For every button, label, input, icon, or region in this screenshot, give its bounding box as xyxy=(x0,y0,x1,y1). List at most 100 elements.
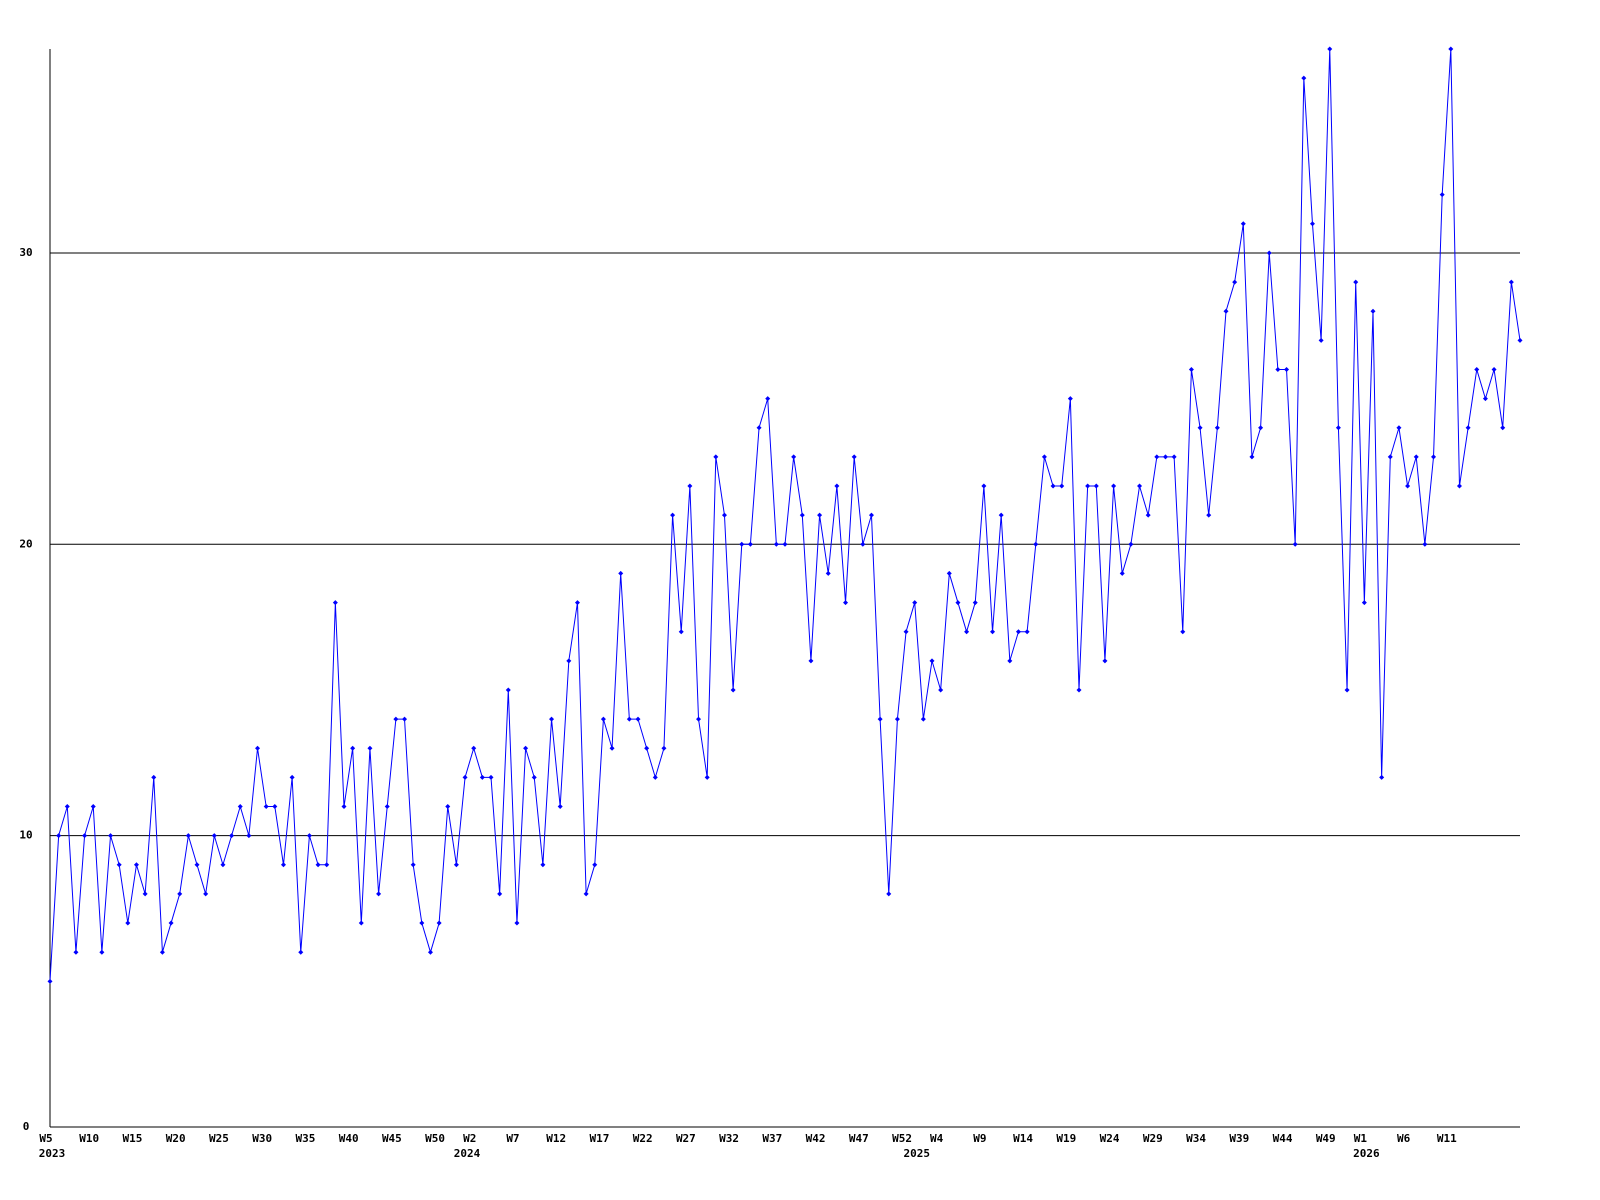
data-point xyxy=(1301,75,1307,81)
x-tick-label: W12 xyxy=(546,1132,566,1145)
data-point xyxy=(782,541,788,547)
data-point xyxy=(1249,454,1255,460)
data-point xyxy=(90,804,96,810)
data-point xyxy=(998,512,1004,518)
data-point xyxy=(1517,337,1523,343)
x-tick-label: W10 xyxy=(79,1132,99,1145)
data-point xyxy=(1413,454,1419,460)
data-point xyxy=(1015,629,1021,635)
data-point xyxy=(350,745,356,751)
data-point xyxy=(1292,541,1298,547)
x-tick-label: W27 xyxy=(676,1132,696,1145)
data-point xyxy=(82,833,88,839)
data-point xyxy=(1059,483,1065,489)
data-point xyxy=(306,833,312,839)
x-tick-label: W30 xyxy=(252,1132,272,1145)
data-point xyxy=(1275,366,1281,372)
data-point xyxy=(825,570,831,576)
data-point xyxy=(1137,483,1143,489)
data-point xyxy=(1258,425,1264,431)
data-point xyxy=(1206,512,1212,518)
data-point xyxy=(704,774,710,780)
x-tick-label: W6 xyxy=(1397,1132,1411,1145)
data-point xyxy=(125,920,131,926)
data-point xyxy=(1180,629,1186,635)
data-point xyxy=(747,541,753,547)
data-point xyxy=(1396,425,1402,431)
data-point xyxy=(981,483,987,489)
data-point xyxy=(670,512,676,518)
data-point xyxy=(410,862,416,868)
x-tick-label: W50 xyxy=(425,1132,445,1145)
data-point xyxy=(393,716,399,722)
data-point xyxy=(1353,279,1359,285)
data-point xyxy=(367,745,373,751)
data-point xyxy=(1240,221,1246,227)
data-point xyxy=(1422,541,1428,547)
y-tick-label: 0 xyxy=(23,1120,30,1133)
data-point xyxy=(1111,483,1117,489)
data-point xyxy=(47,978,53,984)
data-point xyxy=(1102,658,1108,664)
data-point xyxy=(229,833,235,839)
data-point xyxy=(574,600,580,606)
data-point xyxy=(851,454,857,460)
data-point xyxy=(298,949,304,955)
data-point xyxy=(453,862,459,868)
data-point xyxy=(177,891,183,897)
data-point xyxy=(540,862,546,868)
data-point xyxy=(1076,687,1082,693)
data-point xyxy=(263,804,269,810)
data-point xyxy=(427,949,433,955)
data-point xyxy=(1154,454,1160,460)
x-tick-label: W5 xyxy=(39,1132,52,1145)
data-point xyxy=(843,600,849,606)
data-point xyxy=(834,483,840,489)
data-point xyxy=(920,716,926,722)
data-point xyxy=(246,833,252,839)
x-tick-label: W25 xyxy=(209,1132,229,1145)
data-point xyxy=(687,483,693,489)
x-tick-label: W34 xyxy=(1186,1132,1206,1145)
data-point xyxy=(618,570,624,576)
data-point xyxy=(1145,512,1151,518)
data-point xyxy=(739,541,745,547)
x-year-label: 2023 xyxy=(39,1147,66,1160)
data-point xyxy=(280,862,286,868)
x-tick-label: W47 xyxy=(849,1132,869,1145)
data-point xyxy=(791,454,797,460)
data-point xyxy=(1041,454,1047,460)
data-point xyxy=(557,804,563,810)
data-point xyxy=(1500,425,1506,431)
data-point xyxy=(289,774,295,780)
data-point xyxy=(549,716,555,722)
x-tick-label: W20 xyxy=(166,1132,186,1145)
x-tick-label: W39 xyxy=(1229,1132,1249,1145)
data-point xyxy=(99,949,105,955)
data-point xyxy=(644,745,650,751)
data-point xyxy=(929,658,935,664)
data-point xyxy=(220,862,226,868)
data-point xyxy=(1007,658,1013,664)
data-point xyxy=(531,774,537,780)
data-point xyxy=(1119,570,1125,576)
data-point xyxy=(1405,483,1411,489)
data-point xyxy=(203,891,209,897)
data-point xyxy=(1327,46,1333,52)
data-point xyxy=(592,862,598,868)
data-point xyxy=(237,804,243,810)
x-tick-label: W24 xyxy=(1100,1132,1120,1145)
data-point xyxy=(159,949,165,955)
data-point xyxy=(1171,454,1177,460)
data-line xyxy=(49,48,1521,982)
data-point xyxy=(1085,483,1091,489)
data-point xyxy=(116,862,122,868)
data-point xyxy=(1214,425,1220,431)
data-point xyxy=(479,774,485,780)
x-tick-label: W37 xyxy=(762,1132,782,1145)
x-tick-label: W49 xyxy=(1316,1132,1336,1145)
data-point xyxy=(1335,425,1341,431)
data-point xyxy=(877,716,883,722)
data-point xyxy=(609,745,615,751)
data-point xyxy=(912,600,918,606)
